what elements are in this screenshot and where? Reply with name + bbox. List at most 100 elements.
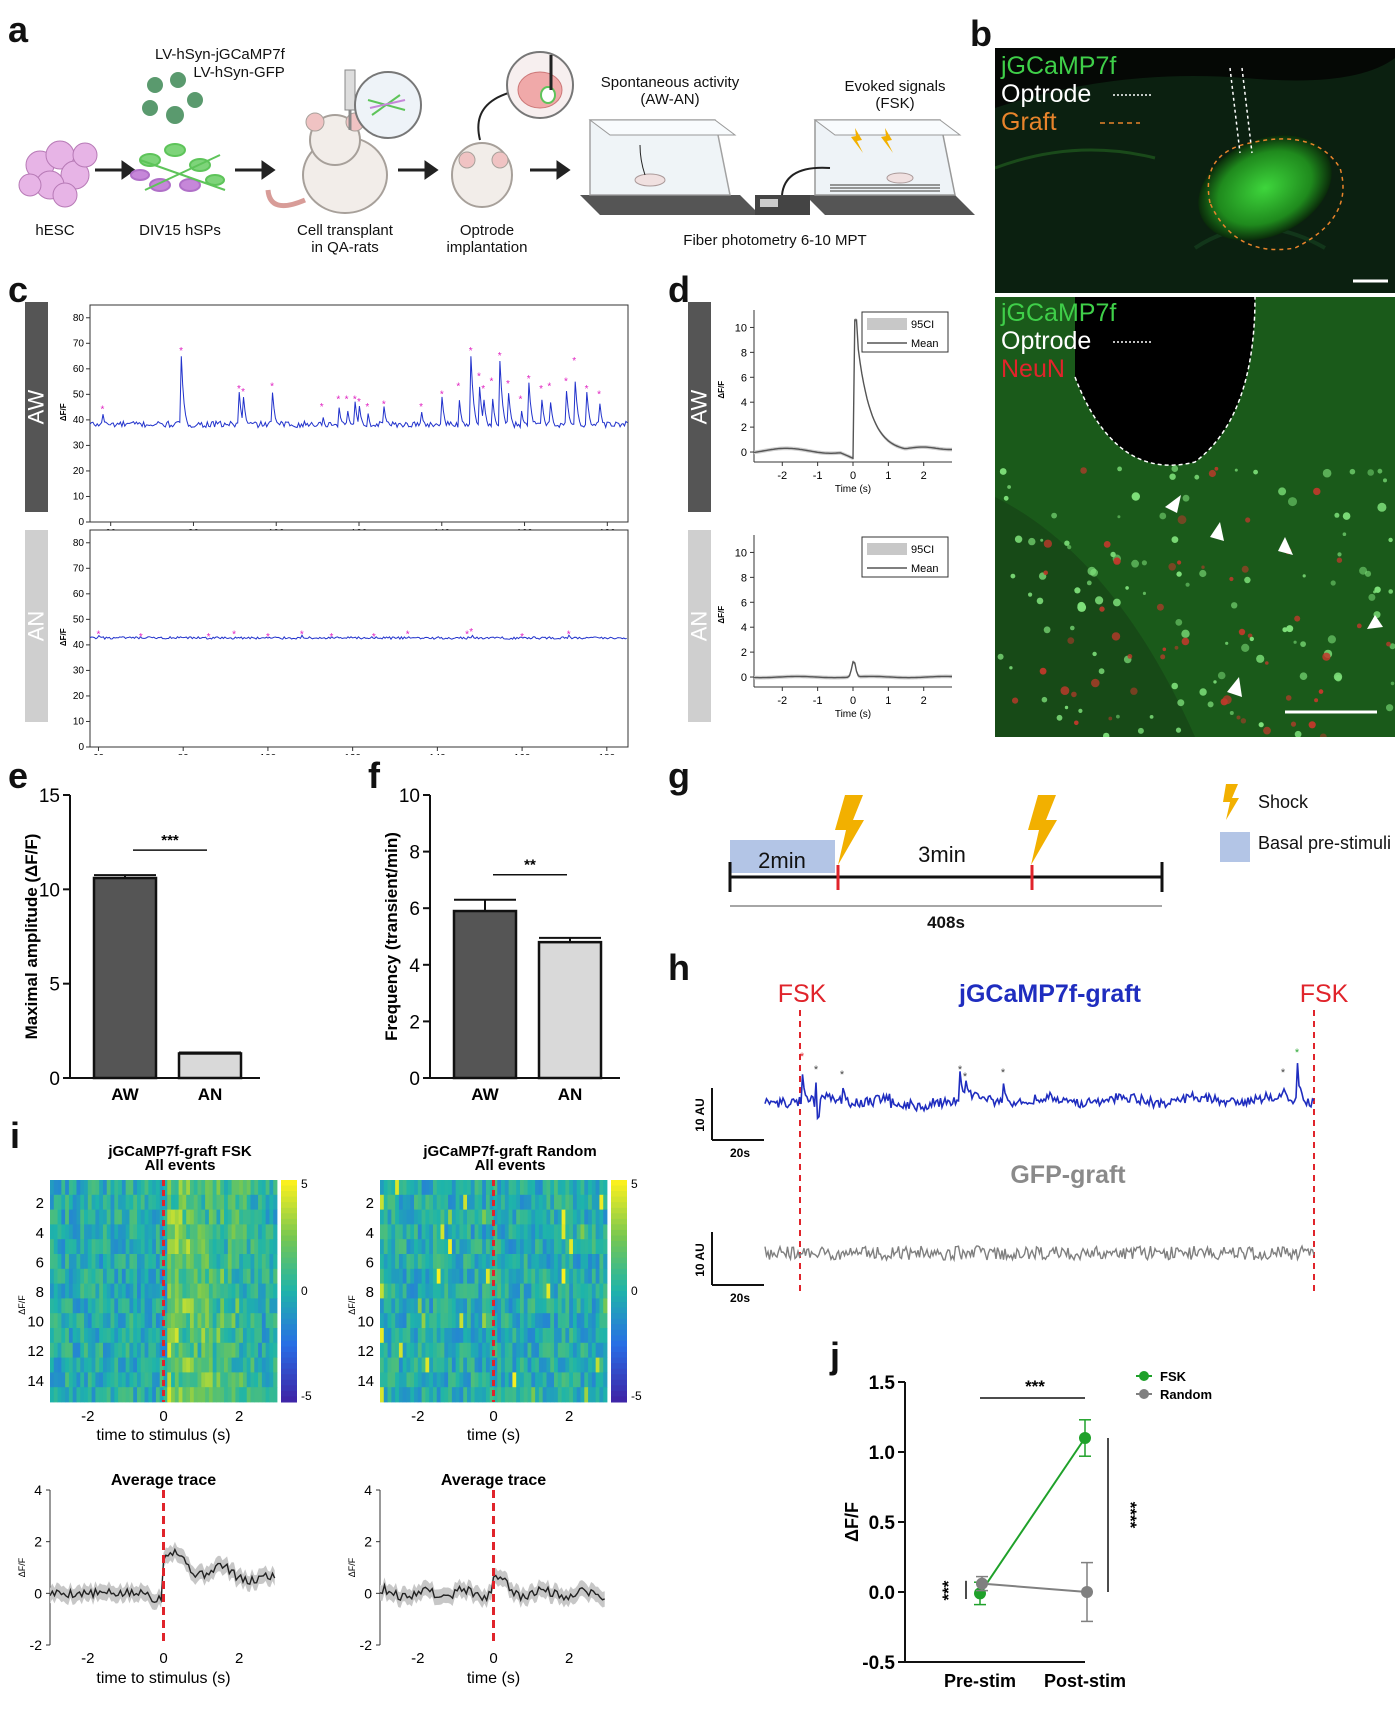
heatmap-cell [482, 1194, 487, 1210]
heatmap-cell [501, 1313, 506, 1329]
heatmap-cell [516, 1180, 521, 1196]
heatmap-cell [493, 1313, 498, 1329]
heatmap-cell [65, 1283, 70, 1299]
heatmap-cell [133, 1313, 138, 1329]
heatmap-cell [432, 1357, 438, 1373]
heatmap-cell [133, 1180, 138, 1196]
heatmap-cell [144, 1194, 149, 1210]
x-tick-label: -2 [411, 1408, 424, 1425]
heatmap-cell [57, 1283, 62, 1299]
heatmap-cell [387, 1224, 392, 1240]
x-tick-label: 180 [599, 528, 616, 530]
heatmap-cell [380, 1283, 385, 1299]
heatmap-cell [444, 1180, 449, 1196]
heatmap-cell [102, 1313, 108, 1329]
heatmap-cell [246, 1209, 251, 1225]
heatmap-cell [595, 1268, 600, 1284]
cell-dot [1185, 582, 1190, 587]
cell-dot [1137, 727, 1144, 734]
heatmap-cell [50, 1313, 55, 1329]
heatmap-cell [80, 1224, 85, 1240]
significance-stars: ** [524, 857, 536, 874]
heatmap-cell [224, 1224, 229, 1240]
heatmap-cell [137, 1357, 142, 1373]
heatmap-cell [95, 1328, 100, 1344]
heatmap-cell [561, 1372, 566, 1388]
heatmap-cell [65, 1313, 70, 1329]
y-tick-label: 2 [741, 647, 747, 659]
heatmap-cell [531, 1268, 536, 1284]
colorbar-cell [281, 1352, 297, 1359]
heatmap-cell [554, 1209, 559, 1225]
heatmap-cell [152, 1268, 157, 1284]
cell-dot [1171, 536, 1179, 543]
heatmap-cell [463, 1298, 468, 1314]
heatmap-cell [152, 1298, 157, 1314]
heatmap-cell [208, 1268, 214, 1284]
heatmap-cell [148, 1372, 153, 1388]
heatmap-cell [485, 1357, 491, 1373]
heatmap-cell [137, 1328, 142, 1344]
heatmap-cell [76, 1298, 81, 1314]
heatmap-cell [410, 1254, 415, 1270]
cell-dot [1293, 640, 1297, 644]
heatmap-cell [527, 1194, 532, 1210]
heatmap-cell [512, 1357, 517, 1373]
heatmap-cell [102, 1254, 108, 1270]
heatmap-cell [603, 1239, 608, 1255]
heatmap-cell [57, 1254, 62, 1270]
heatmap-cell [599, 1283, 604, 1299]
heatmap-cell [440, 1372, 445, 1388]
colorbar-cell [281, 1335, 297, 1342]
y-tick-label: 0 [34, 1585, 42, 1601]
heatmap-cell [182, 1268, 187, 1284]
heatmap-cell [414, 1283, 419, 1299]
heatmap-cell [99, 1224, 104, 1240]
heatmap-cell [182, 1180, 187, 1196]
heatmap-cell [569, 1313, 574, 1329]
heatmap-cell [402, 1328, 407, 1344]
heatmap-cell [137, 1180, 142, 1196]
heatmap-cell [395, 1254, 400, 1270]
heatmap-cell [557, 1224, 562, 1240]
heatmap-cell [246, 1283, 251, 1299]
heatmap-cell [133, 1387, 138, 1403]
heatmap-cell [220, 1298, 225, 1314]
heatmap-cell [106, 1372, 111, 1388]
heatmap-cell [106, 1342, 111, 1358]
series-line [979, 1437, 1086, 1594]
y-tick-label: 2 [741, 422, 747, 434]
heatmap-cell [538, 1313, 544, 1329]
heatmap-cell [216, 1239, 221, 1255]
heatmap-cell [516, 1298, 521, 1314]
heatmap-cell [80, 1342, 85, 1358]
heatmap-cell [565, 1328, 570, 1344]
legend-marker [1139, 1371, 1149, 1381]
heatmap-cell [414, 1298, 419, 1314]
heatmap-cell [84, 1328, 89, 1344]
cell-dot [1099, 606, 1105, 612]
heatmap-cell [467, 1298, 472, 1314]
heatmap-cell [398, 1372, 404, 1388]
heatmap-cell [258, 1313, 263, 1329]
heatmap-cell [478, 1254, 483, 1270]
colorbar-cell [611, 1357, 627, 1364]
heatmap-cell [523, 1342, 528, 1358]
cell-dot [1078, 708, 1083, 713]
heatmap-cell [110, 1357, 115, 1373]
heatmap-cell [125, 1254, 130, 1270]
heatmap-cell [125, 1283, 130, 1299]
heatmap-cell [258, 1239, 263, 1255]
heatmap-cell [68, 1372, 74, 1388]
heatmap-cell [50, 1328, 55, 1344]
heatmap-cell [406, 1180, 411, 1196]
cell-dot [1113, 598, 1121, 607]
heatmap-cell [478, 1224, 483, 1240]
heatmap-cell [550, 1194, 555, 1210]
heatmap-cell [65, 1372, 70, 1388]
heatmap-cell [118, 1268, 123, 1284]
heatmap-cell [497, 1313, 502, 1329]
colorbar-cell [611, 1285, 627, 1292]
colorbar-cell [281, 1379, 297, 1386]
colorbar-cell [611, 1291, 627, 1298]
